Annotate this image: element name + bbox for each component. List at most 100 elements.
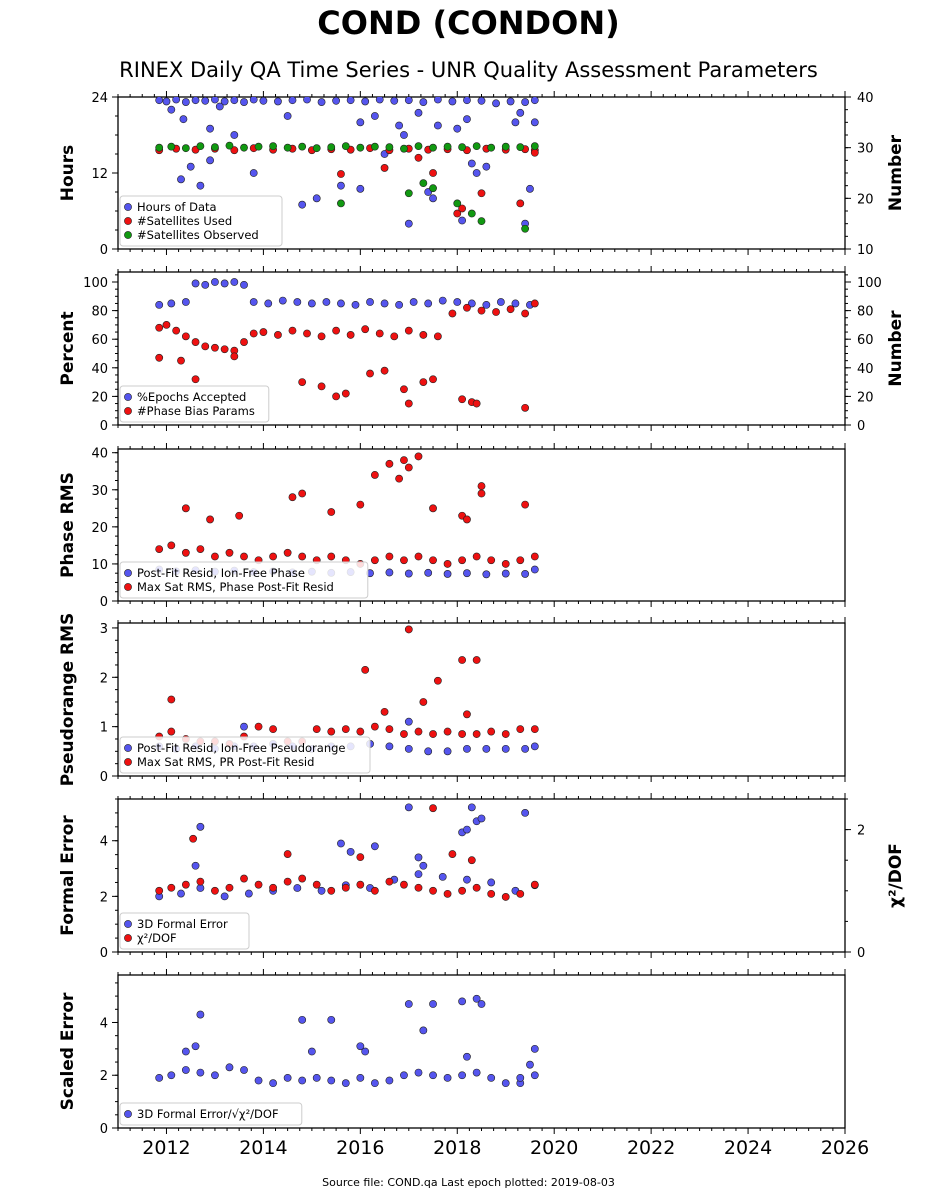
data-point [404, 803, 413, 812]
data-point [211, 552, 219, 561]
data-point [501, 893, 510, 901]
data-point [438, 296, 447, 305]
legend: Hours of Data#Satellites Used#Satellites… [119, 195, 283, 247]
data-point [361, 665, 370, 674]
data-point [404, 625, 413, 634]
data-point [240, 1066, 248, 1074]
data-point [453, 124, 462, 133]
data-point [211, 143, 219, 152]
data-point [511, 118, 520, 127]
data-point [506, 305, 515, 314]
data-point [179, 115, 188, 124]
x-tick-label: 2024 [724, 1137, 772, 1159]
y-tick-label: 20 [91, 521, 108, 536]
data-point [385, 725, 394, 734]
data-point [404, 1000, 413, 1008]
data-point [167, 299, 176, 308]
data-point [380, 164, 389, 172]
data-point [201, 280, 210, 289]
data-point [274, 97, 282, 106]
data-point [526, 1060, 534, 1069]
data-point [240, 98, 248, 106]
data-point [511, 299, 520, 308]
data-point [317, 98, 326, 106]
data-point [167, 541, 176, 550]
legend-marker [124, 217, 132, 225]
data-point [181, 98, 190, 106]
data-point [298, 874, 307, 883]
data-point [477, 306, 486, 315]
data-point [487, 727, 496, 736]
data-point [443, 1073, 452, 1082]
data-point [167, 105, 176, 114]
data-point [448, 309, 457, 318]
data-point [240, 552, 248, 561]
data-point [477, 189, 486, 198]
data-point [206, 156, 214, 165]
y-tick-label: 24 [91, 91, 108, 106]
data-point [433, 676, 442, 685]
y-tick-label: 40 [91, 362, 108, 377]
data-point [516, 108, 525, 117]
data-point [414, 727, 423, 736]
legend-marker [124, 934, 132, 942]
data-point [516, 1073, 525, 1082]
y-tick-label: 0 [100, 770, 108, 785]
legend-marker [124, 920, 132, 928]
data-point [400, 131, 408, 139]
data-point [327, 727, 336, 736]
y-tick-label: 0 [100, 1122, 108, 1137]
data-point [293, 884, 302, 892]
data-point [477, 489, 486, 498]
data-point [181, 1047, 190, 1056]
data-point [249, 169, 258, 177]
x-tick-label: 2016 [336, 1137, 384, 1159]
data-point [419, 331, 428, 339]
data-point [424, 299, 433, 308]
legend-marker [124, 569, 132, 577]
data-point [370, 722, 379, 731]
data-point [429, 375, 437, 384]
data-point [472, 883, 481, 892]
data-point [346, 847, 355, 856]
y-axis-label: Formal Error [58, 815, 78, 936]
data-point [206, 124, 214, 133]
data-point [172, 326, 181, 335]
data-points [155, 97, 539, 233]
data-point [477, 482, 486, 490]
legend-box [119, 912, 250, 950]
data-point [487, 889, 496, 898]
data-point [521, 570, 530, 578]
y-tick-label: 30 [91, 484, 108, 499]
y-right-tick-label: 40 [857, 362, 874, 377]
data-point [424, 568, 433, 577]
data-point [438, 872, 447, 881]
data-point [337, 199, 345, 208]
legend: %Epochs Accepted#Phase Bias Params [119, 385, 270, 423]
data-point [181, 332, 190, 341]
data-point [370, 556, 379, 565]
data-point [400, 730, 408, 738]
data-point [429, 886, 437, 895]
data-point [521, 98, 530, 106]
data-point [356, 1042, 365, 1051]
data-point [201, 342, 210, 351]
data-point [530, 97, 539, 105]
y-tick-label: 40 [91, 447, 108, 462]
data-point [303, 329, 311, 338]
data-point [220, 345, 229, 354]
y-right-tick-label: 2 [857, 824, 865, 839]
data-point [307, 1047, 316, 1056]
data-point [370, 112, 379, 120]
data-point [467, 159, 476, 168]
data-point [177, 889, 185, 898]
data-point [259, 328, 268, 336]
data-point [225, 1063, 234, 1072]
data-point [530, 299, 539, 308]
data-point [298, 1076, 307, 1085]
data-point [155, 1073, 164, 1082]
legend-box [119, 385, 270, 423]
legend-marker [124, 203, 132, 211]
data-point [312, 1073, 321, 1082]
data-point [177, 356, 185, 365]
